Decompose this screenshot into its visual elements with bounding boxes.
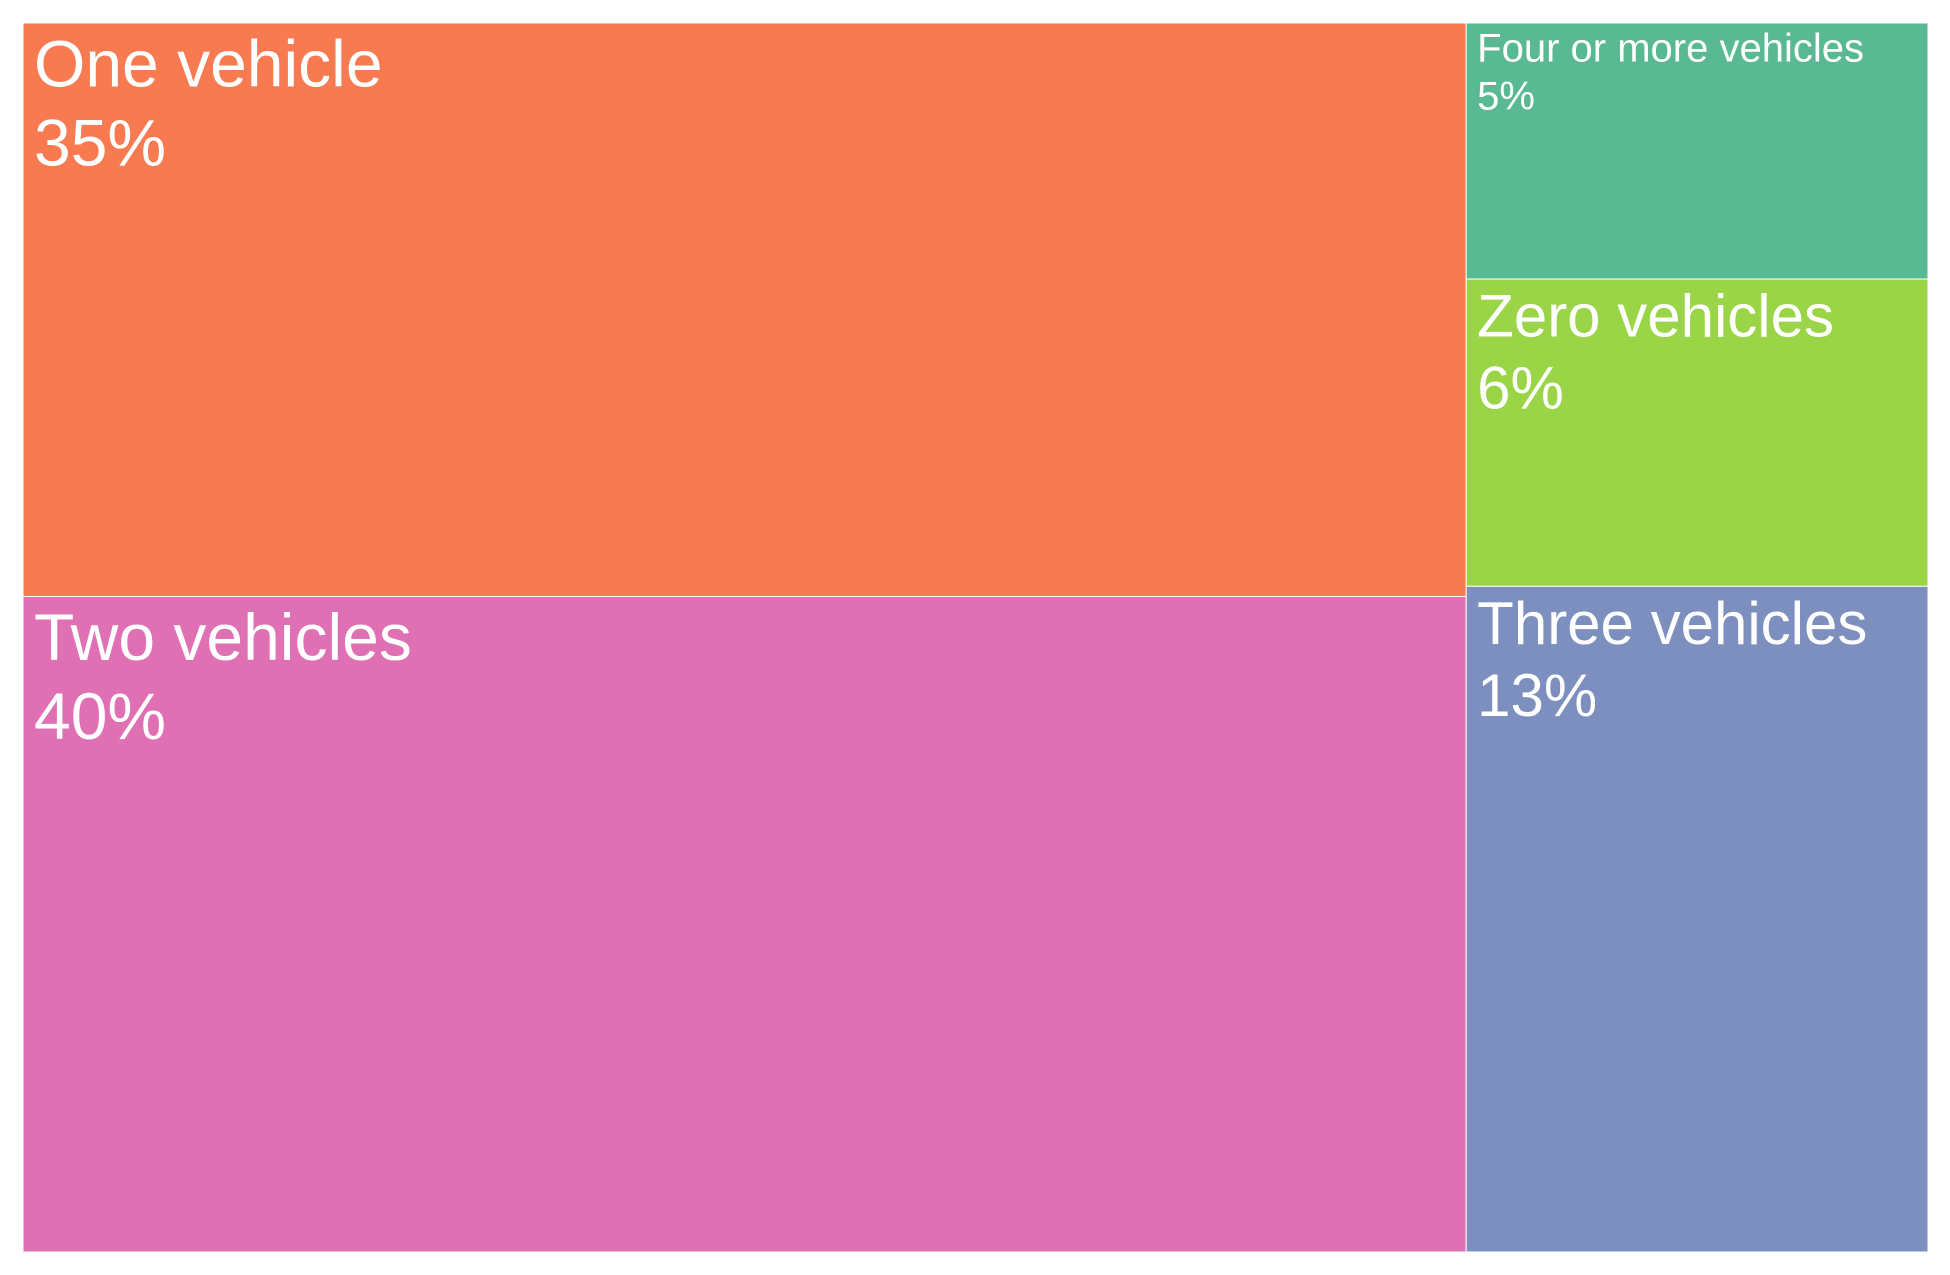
tile-label-zero-vehicles: Zero vehicles bbox=[1477, 283, 1834, 350]
tile-rect-zero-vehicles bbox=[1465, 278, 1929, 587]
tile-rect-two-vehicles bbox=[22, 596, 1467, 1253]
tile-value-two-vehicles: 40% bbox=[34, 679, 166, 753]
tile-label-four-or-more-vehicles: Four or more vehicles bbox=[1477, 26, 1864, 70]
tile-rect-three-vehicles bbox=[1465, 585, 1929, 1253]
tile-label-three-vehicles: Three vehicles bbox=[1477, 590, 1867, 657]
tile-rect-one-vehicle bbox=[22, 22, 1467, 598]
tile-value-three-vehicles: 13% bbox=[1477, 662, 1597, 729]
tile-label-two-vehicles: Two vehicles bbox=[34, 600, 412, 674]
tile-rect-four-or-more-vehicles bbox=[1465, 22, 1929, 280]
tile-value-one-vehicle: 35% bbox=[34, 106, 166, 180]
tile-value-zero-vehicles: 6% bbox=[1477, 355, 1564, 422]
tile-value-four-or-more-vehicles: 5% bbox=[1477, 74, 1535, 118]
tile-label-one-vehicle: One vehicle bbox=[34, 26, 383, 100]
